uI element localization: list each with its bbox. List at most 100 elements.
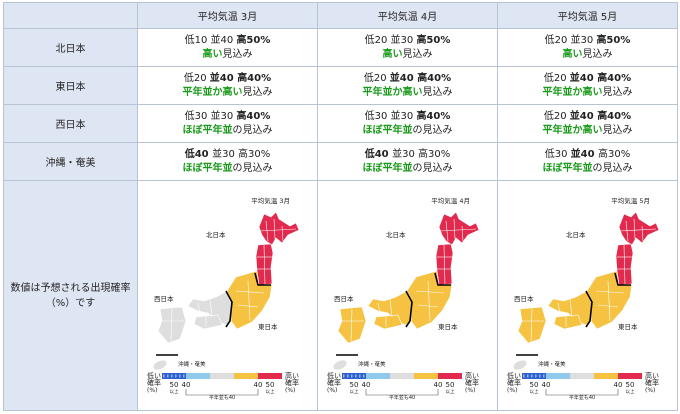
high-prob: 高40% xyxy=(236,110,271,122)
legend-swatch xyxy=(522,373,546,379)
map-title: 平均気温 4月 xyxy=(431,196,470,205)
legend-number: 40 xyxy=(434,381,443,389)
legend-swatch-dot xyxy=(183,374,185,378)
verdict-suffix: 見込み xyxy=(402,48,433,60)
high-prob: 高40% xyxy=(417,72,452,84)
forecast-cell: 低40 並30 高30% ほぼ平年並の見込み xyxy=(137,142,318,181)
legend-low-label: (%) xyxy=(507,387,517,394)
hokkaido-shape xyxy=(618,211,660,246)
legend-low-label: (%) xyxy=(147,387,157,394)
legend-swatch-dot xyxy=(343,374,345,378)
legend-sub: 以上 xyxy=(626,388,635,395)
normal-prob: 並30 xyxy=(392,148,419,160)
boundary-east-west xyxy=(405,290,413,328)
legend-high-label: 高い xyxy=(465,371,479,380)
low-prob: 低30 xyxy=(184,110,211,122)
verdict-suffix: 見込み xyxy=(602,124,633,136)
normal-prob: 並40 xyxy=(570,148,599,160)
east-prefecture-line xyxy=(235,290,265,294)
legend-low-label: (%) xyxy=(327,387,337,394)
map-cell: 平均気温 5月 北日本 東日本 西日本 沖縄・奄美 低い 確率 (%) 高い 確率 (%) 50 以上 4… xyxy=(497,180,678,411)
label-east: 東日本 xyxy=(618,322,638,331)
high-prob: 高40% xyxy=(597,110,632,122)
forecast-cell: 低20 並30 高50% 高い見込み xyxy=(317,28,498,67)
hokkaido-prefecture-line xyxy=(633,218,636,240)
legend-swatch-dot xyxy=(535,374,537,378)
honshu-west-shape xyxy=(187,290,233,326)
legend-swatch-dot xyxy=(175,374,177,378)
legend-swatch xyxy=(366,373,390,379)
legend-swatch-dot xyxy=(179,374,181,378)
shikoku-shape xyxy=(193,314,223,330)
west-prefecture-line xyxy=(530,308,533,342)
legend-number: 40 xyxy=(362,381,371,389)
verdict-text: 平年並か高い xyxy=(182,86,243,98)
normal-prob: 並30 xyxy=(210,110,237,122)
legend-sub: 以上 xyxy=(350,388,359,395)
verdict-text: ほぼ平年並 xyxy=(362,162,413,174)
shikoku-shape xyxy=(373,314,403,330)
forecast-cell: 低20 並40 高40% 平年並か高い見込み xyxy=(497,104,678,143)
legend-normal-bracket xyxy=(545,389,619,396)
high-prob: 高30% xyxy=(238,148,271,160)
legend-number: 50 xyxy=(626,381,635,389)
table-row: 北日本 低10 並40 高50% 高い見込み 低20 並30 高50% 高い見込み 低20… xyxy=(3,28,678,67)
legend-swatch-dot xyxy=(539,374,541,378)
legend-number: 50 xyxy=(170,381,179,389)
low-prob: 低20 xyxy=(543,72,570,84)
hokkaido-prefecture-line xyxy=(461,225,464,242)
legend-swatch xyxy=(438,373,462,379)
verdict-text: ほぼ平年並 xyxy=(362,124,413,136)
hokkaido-prefecture-line xyxy=(265,220,269,242)
region-label: 北日本 xyxy=(3,28,138,67)
east-prefecture-line xyxy=(237,304,259,308)
west-prefecture-line xyxy=(350,308,353,342)
normal-prob: 並40 xyxy=(389,72,418,84)
legend-swatch xyxy=(594,373,618,379)
boundary-north-east xyxy=(434,272,451,286)
high-prob: 高30% xyxy=(418,148,451,160)
low-prob: 低40 xyxy=(184,148,213,160)
legend-number: 50 xyxy=(530,381,539,389)
region-label: 東日本 xyxy=(3,66,138,105)
hokkaido-prefecture-line xyxy=(445,220,449,242)
forecast-table: 平均気温 3月 平均気温 4月 平均気温 5月 北日本 低10 並40 高50% 高… xyxy=(3,2,678,411)
verdict-line: ほぼ平年並の見込み xyxy=(138,162,317,176)
legend-swatch xyxy=(258,373,282,379)
east-prefecture-line xyxy=(597,304,619,308)
forecast-cell: 低20 並40 高40% 平年並か高い見込み xyxy=(317,66,498,105)
high-prob: 高50% xyxy=(596,34,631,46)
high-prob: 高50% xyxy=(236,34,271,46)
verdict-line: 平年並か高い見込み xyxy=(318,86,497,100)
hokkaido-shape xyxy=(258,211,300,246)
legend-high-label: 確率 xyxy=(465,378,479,387)
west-prefecture-line xyxy=(389,298,393,318)
east-prefecture-line xyxy=(417,304,439,308)
forecast-cell: 低30 並40 高30% ほぼ平年並の見込み xyxy=(497,142,678,181)
normal-prob: 並40 xyxy=(569,72,598,84)
legend-swatch xyxy=(234,373,258,379)
high-prob: 高40% xyxy=(237,72,272,84)
legend-low-label: 低い xyxy=(327,371,341,380)
label-north: 北日本 xyxy=(566,230,586,239)
forecast-cell: 低10 並40 高50% 高い見込み xyxy=(137,28,318,67)
legend-sub: 以上 xyxy=(266,388,275,395)
verdict-text: 平年並か高い xyxy=(542,86,603,98)
east-prefecture-line xyxy=(427,280,431,322)
verdict-suffix: 見込み xyxy=(242,86,273,98)
verdict-line: 平年並か高い見込み xyxy=(498,86,677,100)
label-okinawa: 沖縄・奄美 xyxy=(538,360,566,368)
legend-high-label: 高い xyxy=(645,371,659,380)
verdict-text: 高い xyxy=(562,48,583,60)
hokkaido-prefecture-line xyxy=(625,220,629,242)
legend-swatch-dot xyxy=(523,374,525,378)
legend-swatch xyxy=(414,373,438,379)
probability-line: 低10 並40 高50% xyxy=(138,34,317,48)
legend-low-label: 確率 xyxy=(147,378,161,387)
boundary-east-west xyxy=(225,290,233,328)
west-prefecture-line xyxy=(197,302,201,314)
low-prob: 低40 xyxy=(364,148,393,160)
probability-line: 低40 並30 高30% xyxy=(138,148,317,162)
japan-map: 平均気温 5月北日本東日本西日本沖縄・奄美低い確率(%)高い確率(%)50以上4… xyxy=(507,196,660,401)
legend-swatch-dot xyxy=(347,374,349,378)
